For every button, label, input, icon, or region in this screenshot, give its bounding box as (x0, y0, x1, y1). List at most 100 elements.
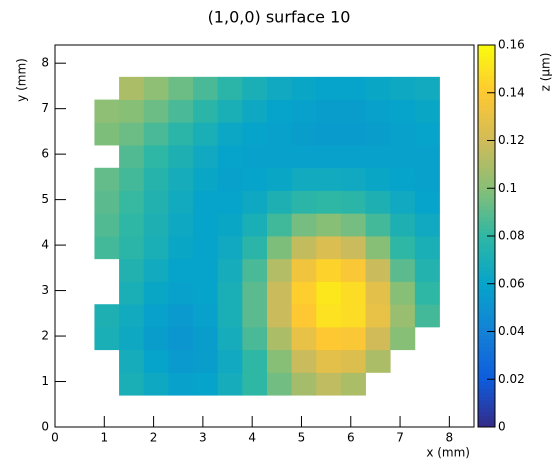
y-tick-label: 8 (41, 56, 49, 70)
heat-cell (193, 76, 219, 100)
colorbar-step (478, 159, 495, 164)
heat-cell (340, 326, 366, 351)
heat-cell (168, 349, 194, 373)
heat-cell (266, 122, 293, 146)
colorbar-step (478, 274, 495, 279)
colorbar-step (478, 167, 495, 172)
heat-cell (94, 236, 120, 260)
heat-cell (119, 236, 145, 260)
heat-cell (390, 122, 416, 146)
heat-cell (119, 372, 145, 396)
colorbar-step (478, 335, 495, 340)
heat-cell (217, 167, 243, 191)
heat-cell (340, 145, 366, 169)
heat-cell (291, 326, 317, 351)
heat-cell (365, 258, 391, 282)
heat-cell (193, 236, 219, 260)
heat-cell (414, 122, 440, 146)
heat-cell (119, 122, 145, 146)
heat-cell (291, 99, 317, 123)
colorbar-step (478, 151, 495, 157)
colorbar-step (478, 293, 495, 298)
colorbar-step (478, 297, 495, 302)
heat-cell (266, 99, 293, 123)
heat-cell (291, 258, 317, 282)
heat-cell (365, 190, 391, 214)
x-tick-label: 1 (100, 431, 108, 445)
heat-cell (119, 349, 145, 373)
y-tick-label: 5 (41, 192, 49, 206)
colorbar-step (478, 255, 495, 260)
colorbar-step (478, 178, 495, 184)
y-tick-label: 3 (41, 283, 49, 297)
heat-cell (316, 372, 342, 396)
colorbar-step (478, 354, 495, 359)
colorbar-step (478, 289, 495, 294)
heat-cell (168, 304, 194, 328)
heat-cell (168, 167, 194, 191)
heat-cell (119, 326, 145, 351)
heat-cell (168, 76, 194, 100)
colorbar-step (478, 205, 495, 210)
colorbar-step (478, 415, 495, 420)
heat-cell (242, 258, 268, 282)
colorbar-step (478, 232, 495, 237)
colorbar-step (478, 236, 495, 241)
heat-cell (143, 236, 169, 260)
heat-cell (94, 122, 120, 146)
heat-cell (193, 372, 219, 396)
z-tick-label: 0.06 (498, 276, 525, 290)
colorbar-step (478, 312, 495, 317)
x-tick-label: 3 (199, 431, 207, 445)
heat-cell (414, 145, 440, 169)
colorbar-step (478, 182, 495, 187)
colorbar-step (478, 423, 495, 428)
colorbar-step (478, 186, 495, 191)
heat-cell (291, 167, 317, 191)
heat-cell (340, 122, 366, 146)
heat-cell (414, 304, 440, 328)
colorbar-step (478, 369, 495, 375)
colorbar-step (478, 106, 495, 111)
heat-cell (94, 213, 120, 237)
heat-cell (365, 326, 391, 351)
heat-cell (242, 99, 268, 123)
heat-cell (193, 167, 219, 191)
heat-cell (414, 190, 440, 214)
heat-cell (242, 349, 268, 373)
colorbar-step (478, 404, 495, 409)
heat-cell (340, 236, 366, 260)
heat-cell (217, 236, 243, 260)
heat-cell (340, 304, 366, 328)
heat-cell (143, 213, 169, 237)
colorbar-step (478, 243, 495, 248)
heat-cell (316, 145, 342, 169)
colorbar-step (478, 64, 495, 69)
heat-cell (193, 349, 219, 373)
heat-cell (193, 99, 219, 123)
colorbar-step (478, 350, 495, 355)
x-tick-label: 4 (248, 431, 256, 445)
y-axis-label: y (mm) (15, 58, 29, 102)
heat-cell (266, 76, 293, 100)
colorbar-step (478, 94, 495, 99)
heat-cell (168, 190, 194, 214)
heat-cell (217, 326, 243, 351)
heat-cell (266, 281, 293, 305)
heat-cell (143, 190, 169, 214)
heat-cell (316, 236, 342, 260)
colorbar-step (478, 56, 495, 61)
plot-frame (54, 44, 475, 428)
colorbar-step (478, 60, 495, 65)
heat-cell (94, 304, 120, 328)
heat-cell (291, 281, 317, 305)
colorbar-step (478, 121, 495, 126)
heat-cell (266, 372, 293, 396)
heat-cell (316, 258, 342, 282)
heat-cell (168, 326, 194, 351)
colorbar-step (478, 384, 495, 390)
heat-cell (119, 167, 145, 191)
heat-cell (143, 122, 169, 146)
colorbar-step (478, 320, 495, 325)
heat-cell (193, 326, 219, 351)
